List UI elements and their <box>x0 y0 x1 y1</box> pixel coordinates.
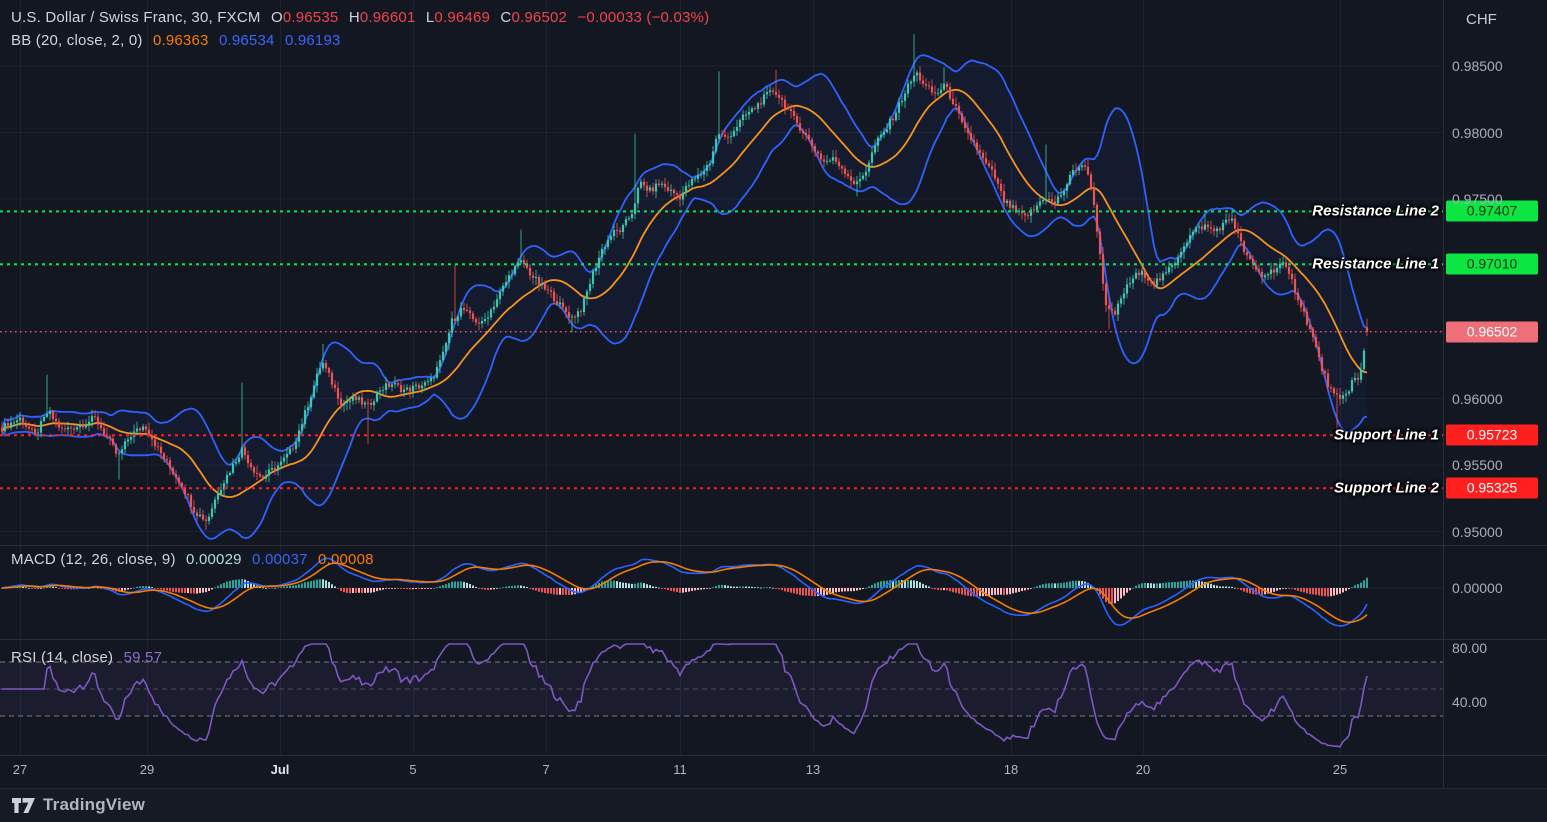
price-box-resistance-2[interactable]: 0.97407 <box>1446 200 1538 222</box>
price-box-support-1[interactable]: 0.95723 <box>1446 424 1538 446</box>
time-tick-Jul: Jul <box>270 762 290 777</box>
rsi-status-line: RSI (14, close) 59.57 <box>11 649 168 666</box>
hline-label-support-1[interactable]: Support Line 1 <box>1334 426 1439 444</box>
macd-line-value: 0.00037 <box>252 551 308 568</box>
rsi-80-label: 80.00 <box>1452 640 1488 656</box>
bb-status-line: BB (20, close, 2, 0) 0.96363 0.96534 0.9… <box>11 32 347 49</box>
time-tick-7: 7 <box>542 762 550 777</box>
bb-lower-value: 0.96193 <box>284 32 341 49</box>
high-value: 0.96601 <box>359 9 416 26</box>
macd-title[interactable]: MACD (12, 26, close, 9) <box>11 551 176 568</box>
time-tick-27: 27 <box>12 762 28 777</box>
price-box-support-2[interactable]: 0.95325 <box>1446 477 1538 499</box>
tradingview-logo-icon <box>12 797 35 813</box>
macd-status-line: MACD (12, 26, close, 9) 0.00029 0.00037 … <box>11 551 380 568</box>
time-tick-20: 20 <box>1135 762 1151 777</box>
hline-label-support-2[interactable]: Support Line 2 <box>1334 479 1439 497</box>
price-tick-0.95500: 0.95500 <box>1452 457 1503 473</box>
time-tick-11: 11 <box>673 762 687 777</box>
close-value: 0.96502 <box>511 9 568 26</box>
hline-label-resistance-2[interactable]: Resistance Line 2 <box>1312 202 1439 220</box>
tradingview-logo[interactable]: TradingView <box>12 795 145 815</box>
price-tick-0.96000: 0.96000 <box>1452 390 1503 407</box>
hline-label-resistance-1[interactable]: Resistance Line 1 <box>1312 255 1439 273</box>
bottom-toolbar: TradingView <box>0 788 1547 822</box>
time-tick-5: 5 <box>409 762 417 777</box>
bb-basis-value: 0.96363 <box>152 32 209 49</box>
symbol-status-line: U.S. Dollar / Swiss Franc, 30, FXCM O0.9… <box>11 9 715 26</box>
close-label: C <box>500 9 512 26</box>
macd-zero-label: 0.00000 <box>1452 580 1503 596</box>
last-price-box: 0.96502 <box>1446 321 1538 343</box>
rsi-value: 59.57 <box>123 649 163 666</box>
open-label: O <box>270 9 283 26</box>
change-value: −0.00033 (−0.03%) <box>577 9 710 26</box>
price-tick-0.97500: 0.97500 <box>1452 191 1503 207</box>
time-tick-25: 25 <box>1332 762 1348 777</box>
low-value: 0.96469 <box>434 9 491 26</box>
macd-hist-value: 0.00029 <box>186 551 242 568</box>
price-box-resistance-1[interactable]: 0.97010 <box>1446 253 1538 275</box>
rsi-title[interactable]: RSI (14, close) <box>11 649 114 666</box>
bb-title[interactable]: BB (20, close, 2, 0) <box>11 32 143 49</box>
open-value: 0.96535 <box>282 9 339 26</box>
currency-label: CHF <box>1466 11 1497 28</box>
time-tick-13: 13 <box>805 762 821 777</box>
time-tick-29: 29 <box>139 762 155 777</box>
low-label: L <box>425 9 435 26</box>
time-tick-18: 18 <box>1003 762 1019 777</box>
price-tick-0.98000: 0.98000 <box>1452 124 1503 141</box>
high-label: H <box>348 9 360 26</box>
rsi-40-label: 40.00 <box>1452 694 1488 710</box>
price-tick-0.98500: 0.98500 <box>1452 58 1503 74</box>
symbol-title[interactable]: U.S. Dollar / Swiss Franc, 30, FXCM <box>11 9 261 26</box>
macd-signal-value: 0.00008 <box>318 551 374 568</box>
price-tick-0.95000: 0.95000 <box>1452 523 1503 540</box>
tradingview-logo-text: TradingView <box>43 795 146 814</box>
bb-upper-value: 0.96534 <box>218 32 275 49</box>
